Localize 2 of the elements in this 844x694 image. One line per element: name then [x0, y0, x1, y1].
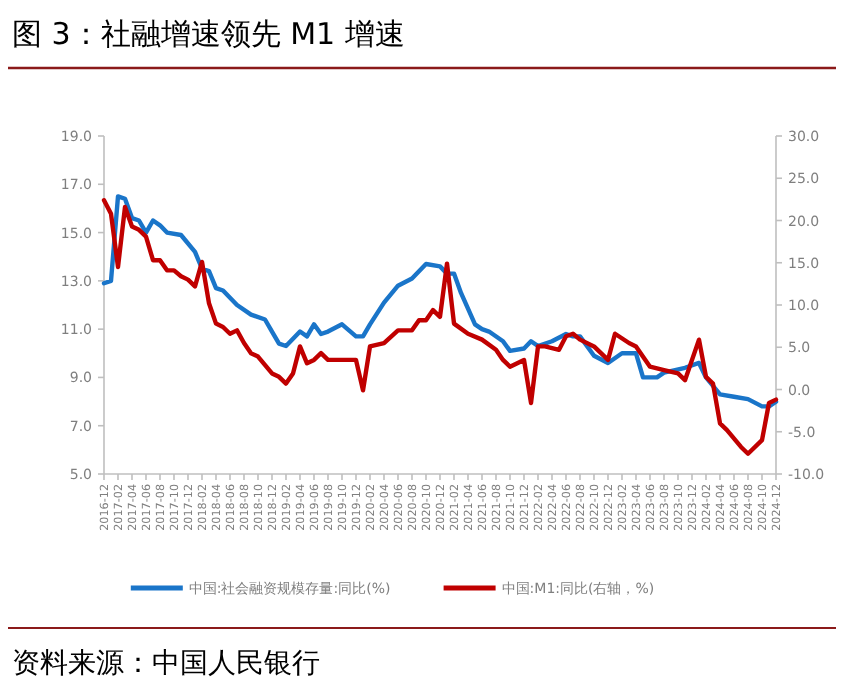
annotation: 资料来源：中国人民银行 — [12, 648, 320, 680]
title: 图 3：社融增速领先 M1 增速 — [12, 16, 405, 52]
